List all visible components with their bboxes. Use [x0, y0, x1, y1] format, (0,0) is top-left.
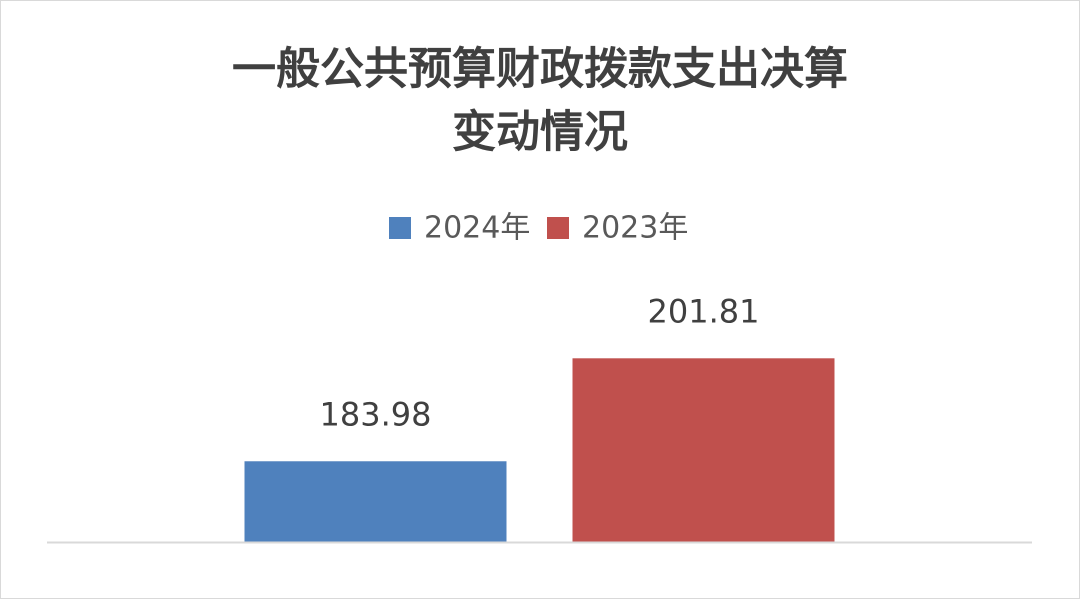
legend-label: 2023年 — [582, 211, 688, 246]
chart-title: 一般公共预算财政拨款支出决算 — [232, 44, 848, 95]
bar — [572, 358, 835, 542]
legend-swatch — [389, 217, 411, 239]
bar — [244, 461, 507, 542]
legend-label: 2024年 — [424, 211, 530, 246]
chart-title: 变动情况 — [452, 107, 628, 158]
data-label: 183.98 — [320, 395, 432, 433]
legend-swatch — [547, 217, 569, 239]
data-label: 201.81 — [648, 292, 760, 330]
